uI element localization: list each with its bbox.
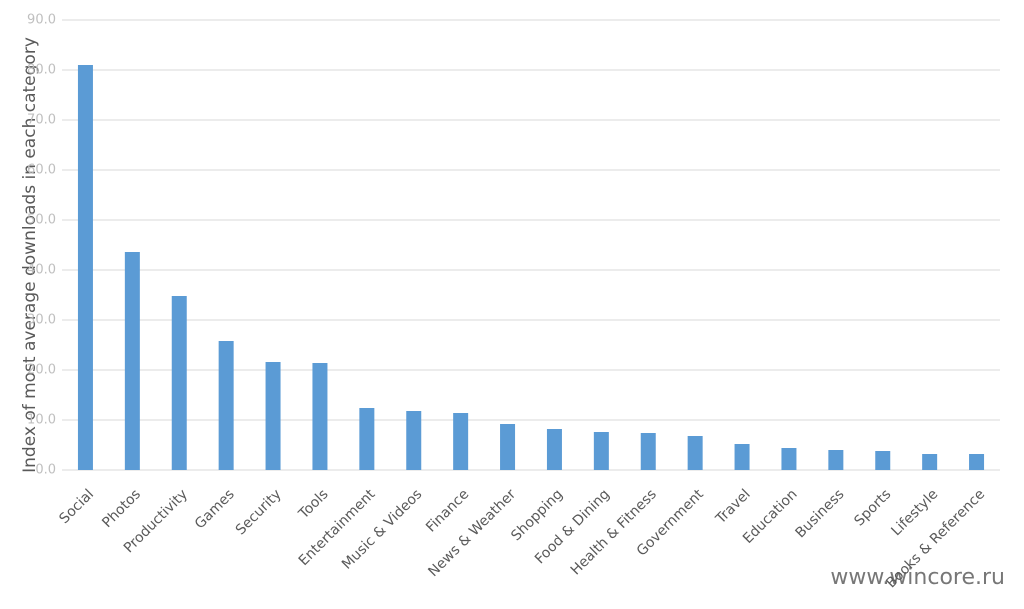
x-tick-label: Business <box>793 486 848 541</box>
bar <box>359 408 375 470</box>
x-tick-label: Social <box>56 486 97 527</box>
bar <box>500 424 516 470</box>
x-tick-label: Games <box>192 486 238 532</box>
bar <box>124 252 140 470</box>
watermark: www.wincore.ru <box>830 565 1005 590</box>
x-tick-label: News & Weather <box>425 486 519 580</box>
x-tick-label: Security <box>233 486 285 538</box>
bar <box>875 451 891 470</box>
y-axis-label: Index of most average downloads in each … <box>20 37 40 473</box>
bar <box>969 454 985 470</box>
x-tick-label: Health & Fitness <box>568 486 660 578</box>
bar <box>734 444 750 470</box>
x-tick-label: Photos <box>99 486 144 531</box>
bar <box>593 432 609 470</box>
bar <box>171 296 187 470</box>
x-tick-label: Tools <box>295 486 331 522</box>
bar <box>781 448 797 470</box>
y-tick-label: 50.0 <box>27 213 56 228</box>
bar <box>922 454 938 470</box>
bar <box>77 65 93 470</box>
bar <box>406 411 422 470</box>
bar <box>312 363 328 470</box>
y-tick-label: 40.0 <box>27 263 56 278</box>
y-tick-label: 20.0 <box>27 363 56 378</box>
bar <box>640 433 656 470</box>
bar <box>218 341 234 470</box>
y-tick-label: 60.0 <box>27 163 56 178</box>
bar <box>453 413 469 470</box>
bar <box>546 429 562 470</box>
x-tick-label: Music & Videos <box>339 486 425 572</box>
y-tick-label: 30.0 <box>27 313 56 328</box>
y-tick-label: 70.0 <box>27 113 56 128</box>
x-tick-label: Travel <box>712 486 753 527</box>
y-tick-label: 0.0 <box>35 463 56 478</box>
y-tick-label: 10.0 <box>27 413 56 428</box>
y-tick-label: 90.0 <box>27 13 56 28</box>
x-tick-label: Sports <box>851 486 894 529</box>
bar <box>687 436 703 470</box>
bar <box>828 450 844 470</box>
y-tick-label: 80.0 <box>27 63 56 78</box>
bar <box>265 362 281 470</box>
